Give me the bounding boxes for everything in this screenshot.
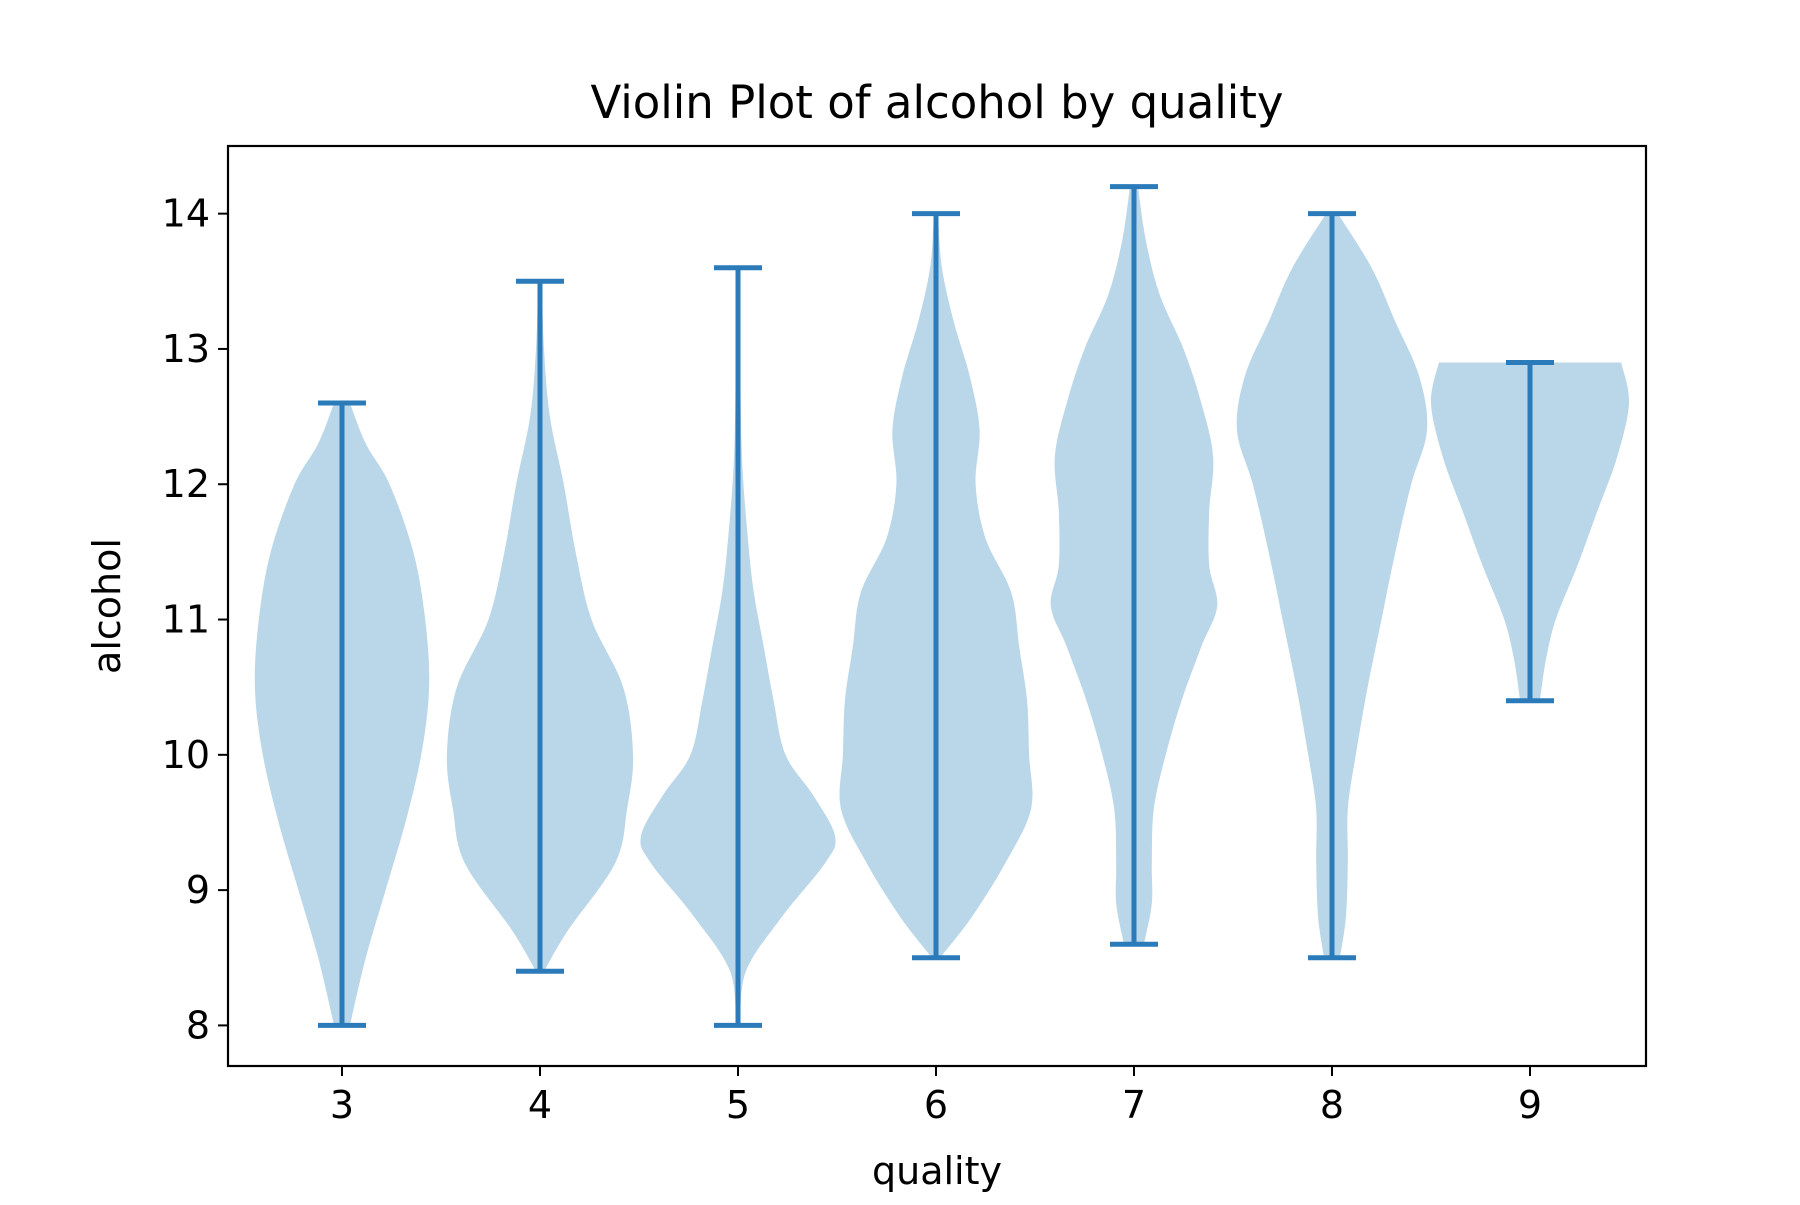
y-tick-label: 8: [186, 1003, 210, 1047]
violin-6: [839, 211, 1033, 961]
y-tick-label: 9: [186, 868, 210, 912]
x-tick-label: 4: [528, 1083, 552, 1127]
ticks-layer: 8 9 10 11 12 13 14 3 4 5 6 7 8 9: [162, 192, 1542, 1127]
violin-7: [1050, 184, 1218, 947]
violins-layer: [254, 184, 1630, 1028]
y-tick-label: 10: [162, 733, 210, 777]
x-tick-label: 3: [330, 1083, 354, 1127]
y-axis-label: alcohol: [85, 538, 129, 674]
y-tick-label: 14: [162, 192, 210, 236]
violin-3: [254, 400, 430, 1028]
x-axis-label: quality: [872, 1149, 1002, 1193]
x-tick-label: 5: [726, 1083, 750, 1127]
violin-8: [1236, 211, 1428, 961]
x-tick-label: 7: [1122, 1083, 1146, 1127]
violin-4: [446, 278, 634, 974]
x-tick-label: 8: [1320, 1083, 1344, 1127]
y-tick-label: 11: [162, 598, 210, 642]
y-tick-label: 12: [162, 462, 210, 506]
x-tick-label: 9: [1518, 1083, 1542, 1127]
chart-title: Violin Plot of alcohol by quality: [590, 76, 1283, 129]
violin-5: [640, 265, 836, 1028]
plot-frame: [226, 144, 1648, 1068]
y-tick-label: 13: [162, 327, 210, 371]
x-tick-label: 6: [924, 1083, 948, 1127]
violin-9: [1430, 359, 1630, 704]
